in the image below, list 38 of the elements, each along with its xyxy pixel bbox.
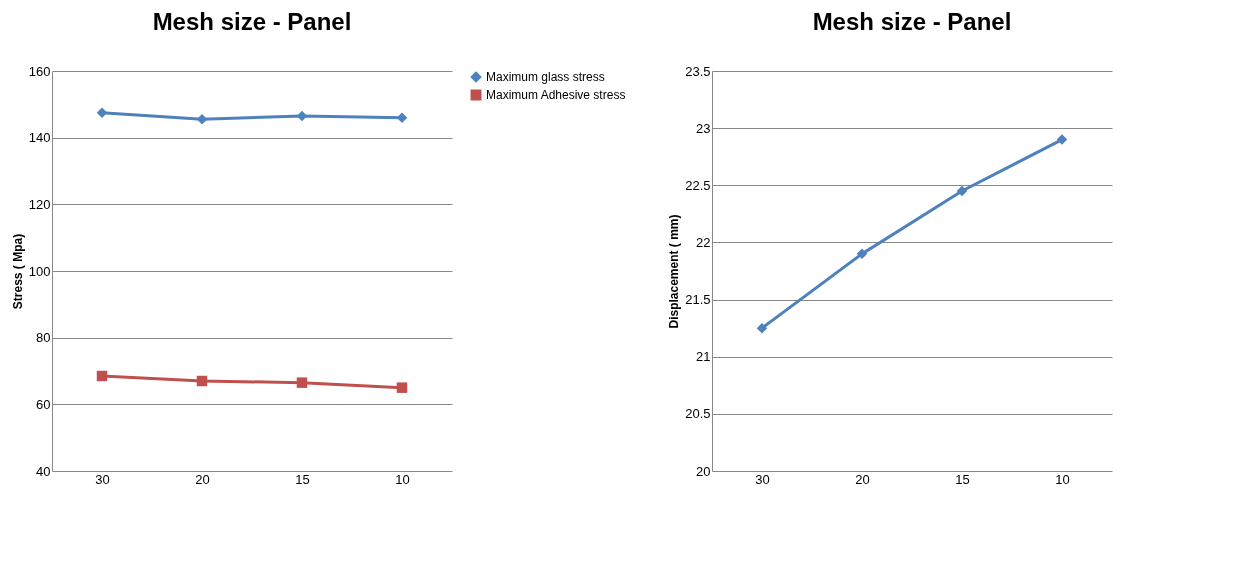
- x-tick-label: 10: [395, 471, 410, 487]
- y-tick-label: 22: [696, 234, 711, 250]
- point: [296, 377, 308, 388]
- point: [756, 322, 768, 334]
- y-tick-label: 20.5: [685, 406, 711, 422]
- chart-title: Mesh size - Panel: [812, 8, 1012, 35]
- y-tick-label: 160: [28, 63, 51, 79]
- point: [196, 375, 208, 387]
- y-tick-label: 100: [28, 263, 51, 279]
- legend-label: Maximum glass stress: [486, 70, 605, 84]
- x-tick-label: 15: [955, 471, 970, 487]
- x-tick-label: 15: [295, 471, 310, 487]
- y-tick-label: 21: [696, 349, 711, 365]
- point: [96, 107, 108, 118]
- point: [856, 248, 868, 260]
- y-axis-title: Stress ( Mpa): [10, 233, 25, 310]
- y-tick-label: 140: [28, 130, 51, 146]
- chart-title: Mesh size - Panel: [152, 8, 352, 35]
- x-tick-label: 30: [755, 471, 770, 487]
- y-tick-label: 21.5: [685, 292, 711, 308]
- point: [396, 382, 408, 393]
- x-tick-label: 30: [95, 471, 110, 487]
- y-tick-label: 80: [36, 330, 51, 346]
- y-axis-title: Displacement ( mm): [667, 214, 682, 329]
- legend-label: Maximum Adhesive stress: [486, 88, 626, 102]
- y-tick-label: 22.5: [685, 177, 711, 193]
- y-tick-label: 23: [696, 120, 711, 136]
- point: [96, 370, 108, 382]
- y-tick-label: 23.5: [685, 63, 711, 79]
- point: [1056, 134, 1068, 145]
- y-tick-label: 60: [36, 396, 51, 412]
- point: [956, 185, 968, 197]
- y-tick-label: 120: [28, 196, 51, 212]
- point: [196, 114, 208, 125]
- y-tick-label: 40: [36, 463, 51, 479]
- x-tick-label: 10: [1055, 471, 1070, 487]
- x-tick-label: 20: [855, 471, 870, 487]
- x-tick-label: 20: [195, 471, 210, 487]
